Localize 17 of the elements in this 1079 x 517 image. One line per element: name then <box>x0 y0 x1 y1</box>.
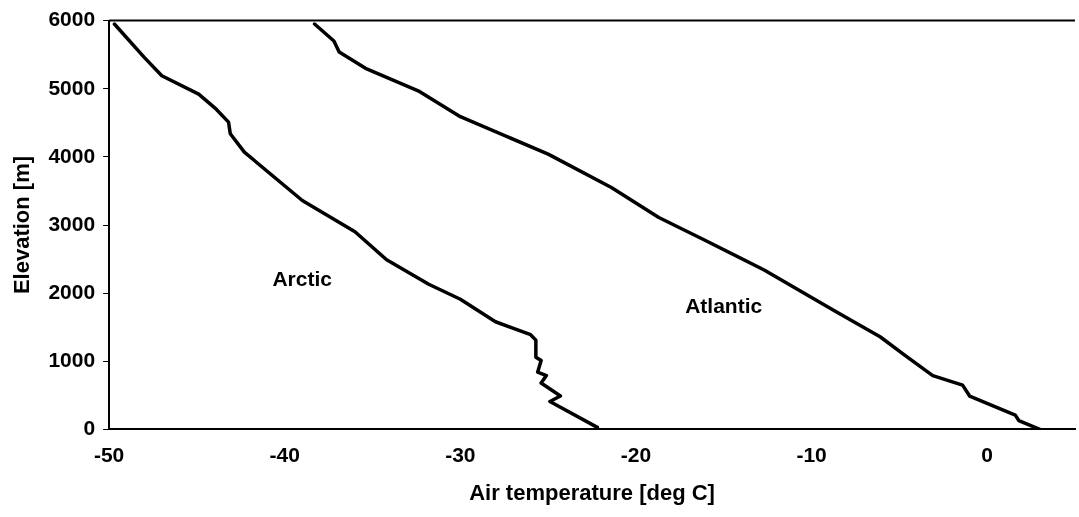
x-tick-label: -20 <box>620 442 652 466</box>
y-tick-label: 6000 <box>48 7 96 31</box>
x-tick-label: -40 <box>269 442 300 466</box>
y-tick-label: 3000 <box>48 211 96 235</box>
y-tick-label: 0 <box>83 416 96 440</box>
x-tick-label: -10 <box>796 442 827 466</box>
y-tick-label: 2000 <box>48 279 96 303</box>
x-tick-label: 0 <box>981 442 994 466</box>
x-tick-label: -50 <box>93 442 125 466</box>
y-tick-label: 5000 <box>48 75 96 99</box>
x-axis-title: Air temperature [deg C] <box>469 479 715 505</box>
y-tick-label: 4000 <box>48 143 96 167</box>
series-label: Atlantic <box>685 293 763 317</box>
y-tick-label: 1000 <box>48 348 96 372</box>
x-tick-label: -30 <box>445 442 476 466</box>
series-label: Arctic <box>272 266 333 290</box>
y-axis-title: Elevation [m] <box>9 155 35 295</box>
